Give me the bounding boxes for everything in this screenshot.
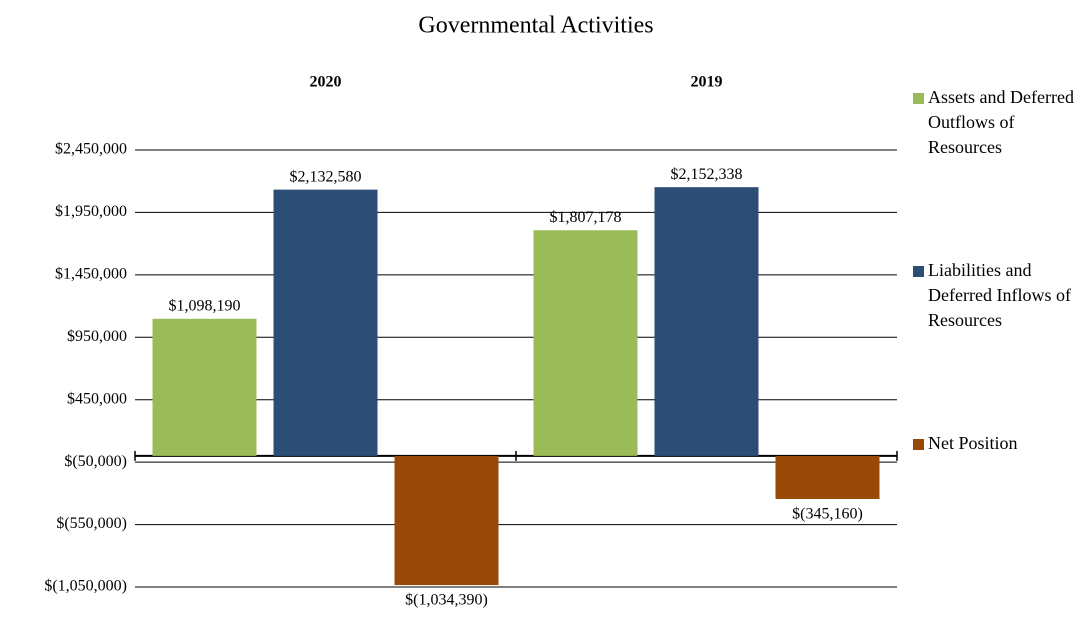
y-tick-label: $(50,000): [64, 453, 127, 470]
legend-item: Net Position: [913, 431, 1088, 456]
x-category-label: 2019: [691, 74, 723, 91]
legend-item: Liabilities and Deferred Inflows of Reso…: [913, 258, 1088, 333]
bar: [152, 318, 257, 456]
y-tick-label: $950,000: [67, 328, 127, 345]
y-tick-label: $(1,050,000): [44, 578, 127, 595]
legend-label: Liabilities and Deferred Inflows of Reso…: [928, 260, 1071, 330]
bar: [654, 187, 759, 456]
bar: [533, 230, 638, 456]
y-tick-label: $1,450,000: [55, 266, 127, 283]
y-tick-label: $1,950,000: [55, 203, 127, 220]
data-label: $(345,160): [792, 506, 863, 523]
legend-label: Net Position: [928, 433, 1018, 453]
data-label: $2,152,338: [671, 166, 743, 183]
legend-item: Assets and Deferred Outflows of Resource…: [913, 85, 1088, 160]
y-tick-label: $450,000: [67, 390, 127, 407]
bar: [775, 455, 880, 499]
data-label: $1,807,178: [550, 209, 622, 226]
y-tick-label: $(550,000): [56, 515, 127, 532]
legend-swatch: [913, 439, 924, 450]
legend-swatch: [913, 93, 924, 104]
data-label: $(1,034,390): [405, 592, 488, 609]
data-label: $2,132,580: [290, 168, 362, 185]
data-label: $1,098,190: [169, 297, 241, 314]
y-tick-label: $2,450,000: [55, 141, 127, 158]
bar: [394, 455, 499, 586]
legend-swatch: [913, 266, 924, 277]
chart-title: Governmental Activities: [418, 13, 653, 39]
x-category-label: 2020: [310, 74, 342, 91]
legend-label: Assets and Deferred Outflows of Resource…: [928, 87, 1074, 157]
bar: [273, 189, 378, 456]
